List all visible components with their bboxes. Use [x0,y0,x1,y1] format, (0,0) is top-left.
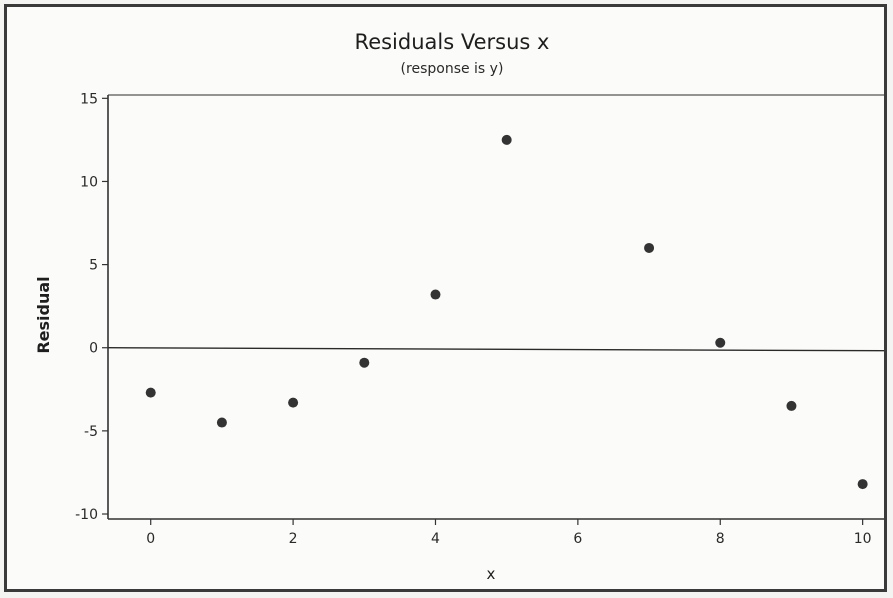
y-tick-label: 10 [80,174,98,190]
x-tick-label: 4 [431,531,440,547]
data-point [644,242,655,253]
axes: -10 -5 0 5 10 15 0 2 4 6 8 10 [75,91,884,547]
chart-title: Residuals Versus x [355,30,550,54]
x-tick-label: 2 [289,531,298,547]
y-tick-label: 5 [89,258,98,274]
zero-reference-line [107,347,884,352]
x-tick-label: 10 [854,531,872,547]
data-point [501,134,512,145]
x-tick-label: 0 [146,531,155,547]
data-point [430,289,441,300]
data-point [216,417,227,428]
data-point [715,337,726,348]
x-axis-label: x [487,565,496,583]
data-point [857,479,868,490]
x-tick-label: 8 [716,531,725,547]
y-tick-label: 0 [89,341,98,357]
y-axis-label: Residual [34,276,53,353]
data-points [145,134,868,490]
y-tick-label: 15 [80,91,98,107]
data-point [359,357,370,368]
data-point [288,397,299,408]
chart-subtitle: (response is y) [401,61,504,77]
y-tick-label: -5 [84,424,98,440]
x-tick-label: 6 [573,531,582,547]
data-point [786,400,797,411]
residual-plot: Residuals Versus x (response is y) -10 -5… [34,30,884,583]
chart-frame: Residuals Versus x (response is y) -10 -5… [4,4,887,592]
data-point [145,387,156,398]
y-tick-label: -10 [75,507,98,523]
